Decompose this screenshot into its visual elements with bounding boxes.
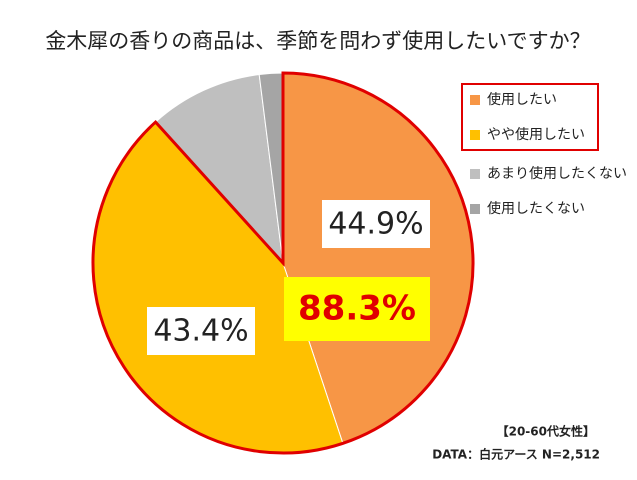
annotation-box <box>284 277 430 341</box>
data-label: 43.4% <box>153 314 248 349</box>
legend-label: あまり使用したくない <box>487 165 627 182</box>
data-label: 44.9% <box>328 207 423 242</box>
note: DATA：白元アース N=2,512 <box>432 447 600 462</box>
annotation: 88.3% <box>298 289 416 329</box>
legend-swatch <box>470 95 480 105</box>
legend-swatch <box>470 130 480 140</box>
data-label-box <box>147 307 255 355</box>
legend-label: 使用したい <box>487 91 557 108</box>
data-label-box <box>322 200 430 248</box>
legend-highlight <box>461 83 599 151</box>
note: 【20-60代女性】 <box>497 424 595 439</box>
legend-label: やや使用したい <box>487 126 585 143</box>
highlight-outline <box>91 71 475 455</box>
pie-slice <box>154 73 284 265</box>
legend-label: 使用したくない <box>487 200 585 217</box>
legend-swatch <box>470 204 480 214</box>
legend-swatch <box>470 169 480 179</box>
chart-title: 金木犀の香りの商品は、季節を問わず使用したいですか？ <box>45 29 590 53</box>
